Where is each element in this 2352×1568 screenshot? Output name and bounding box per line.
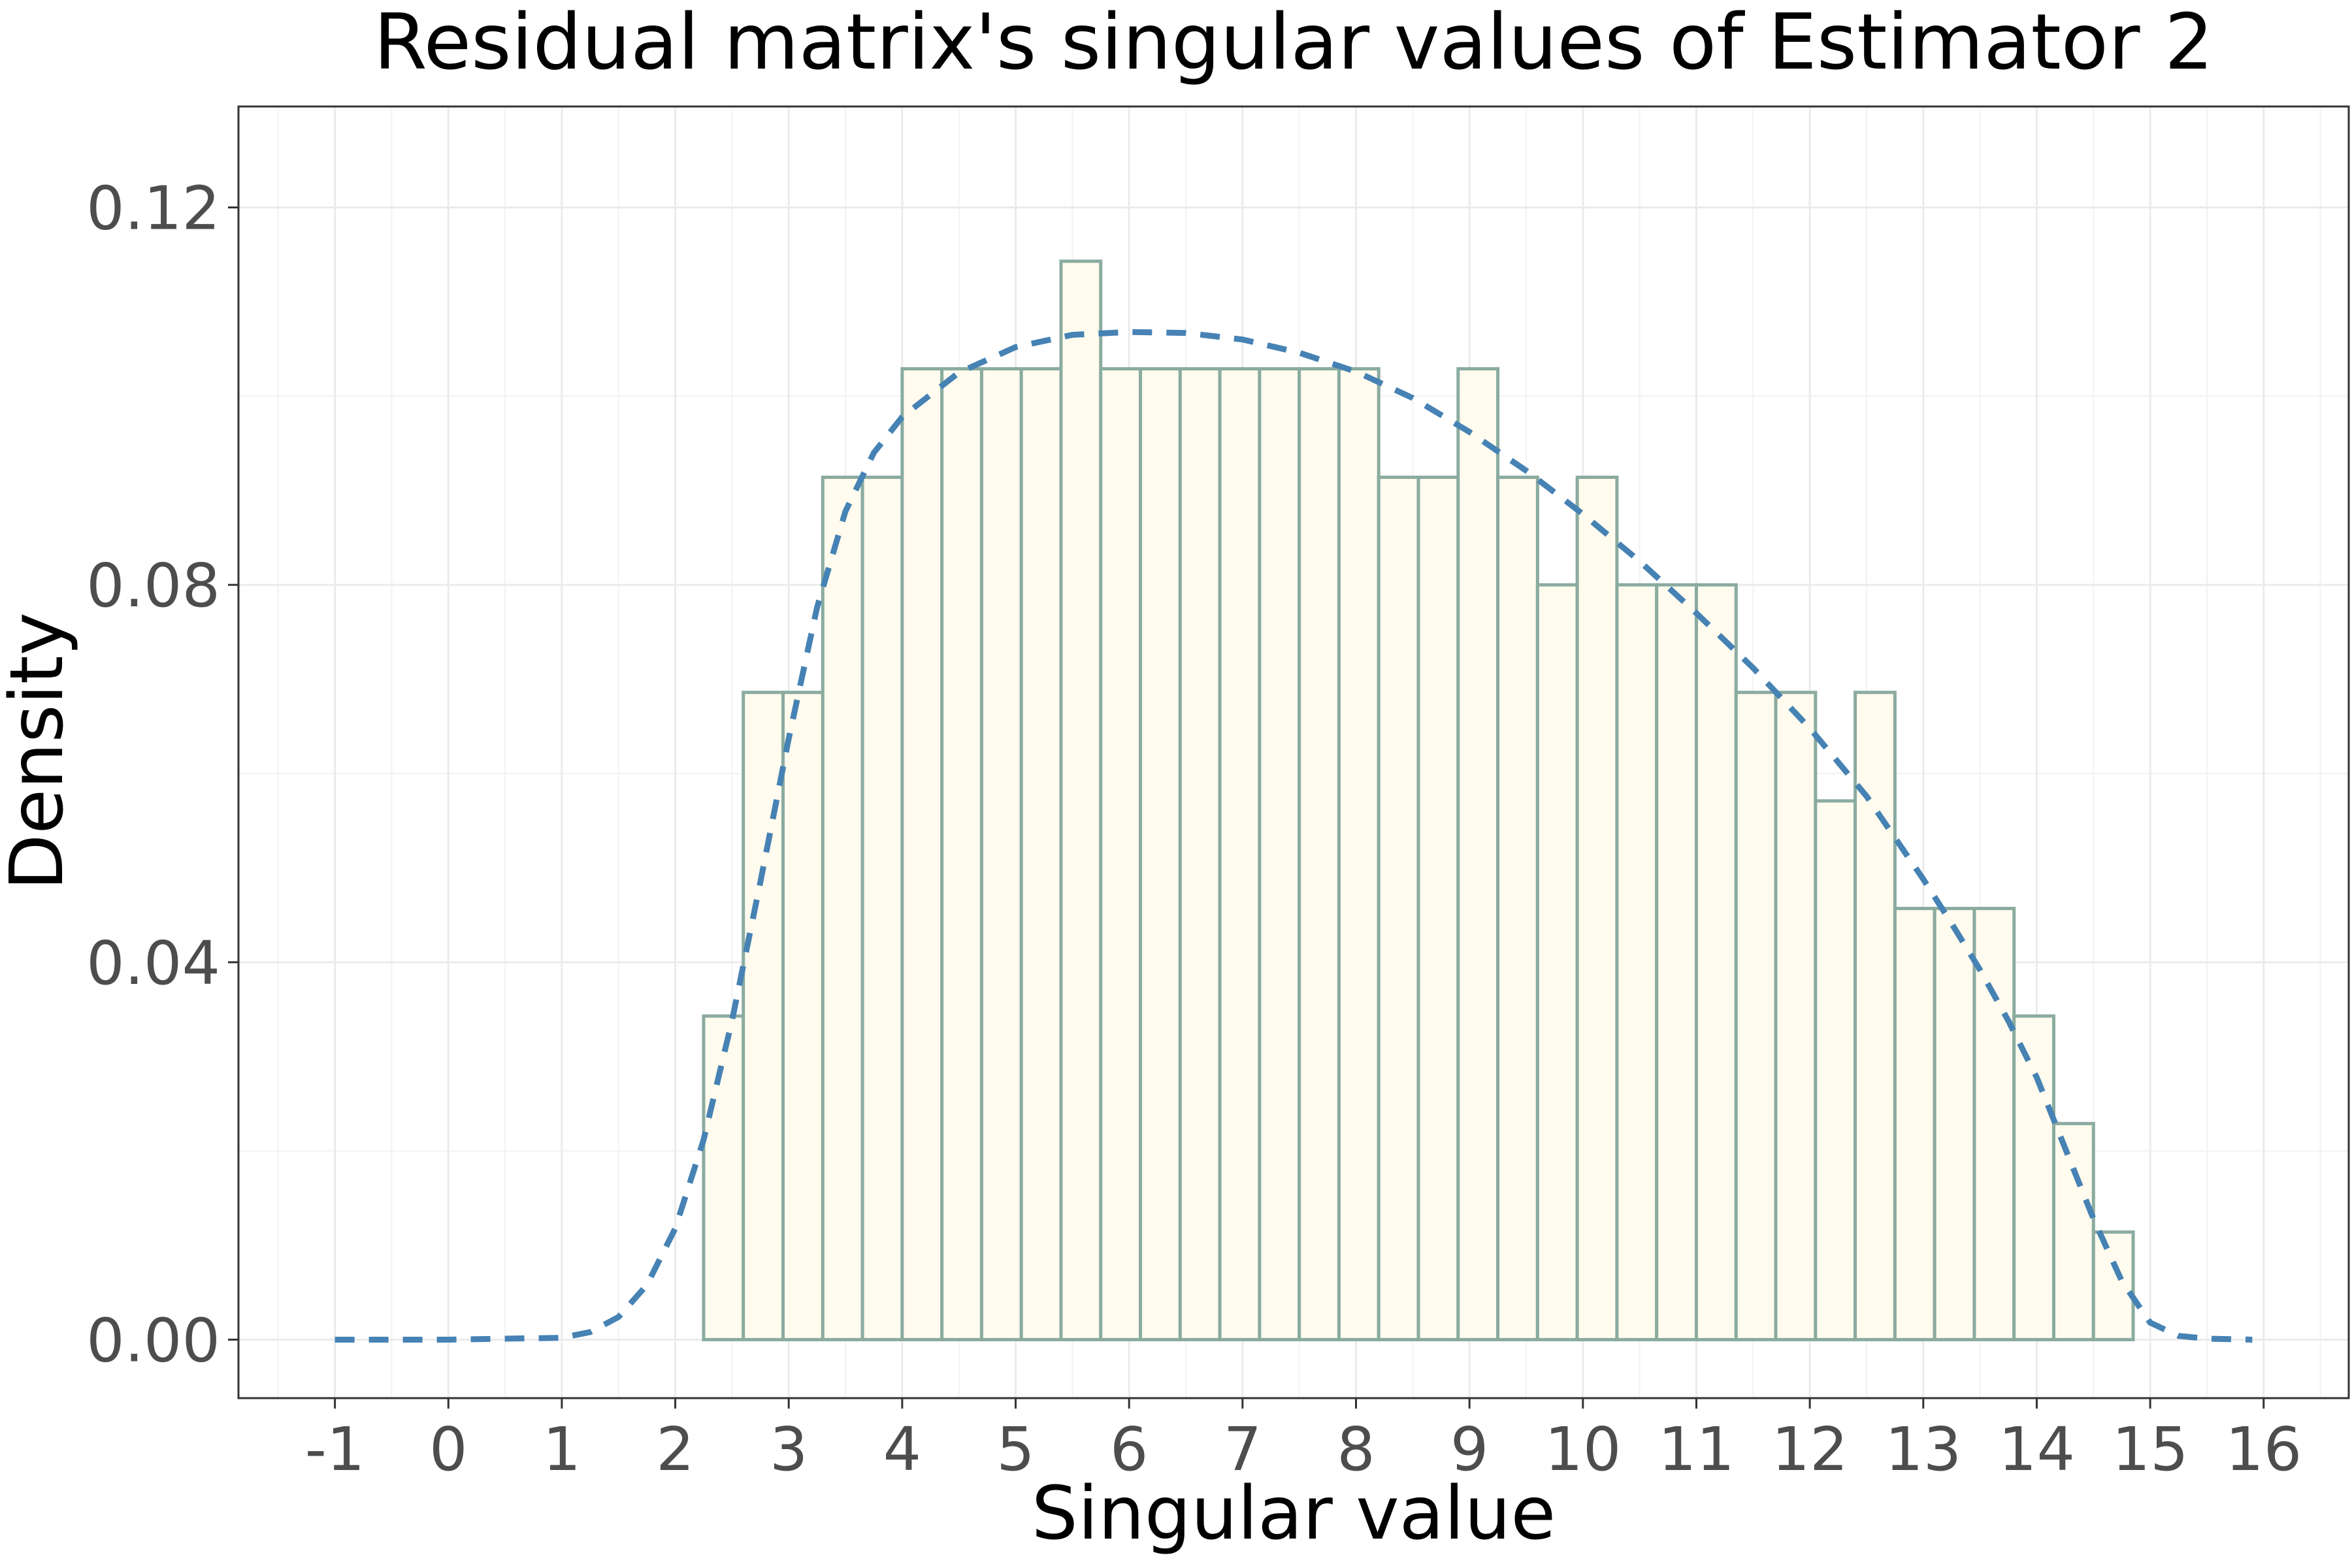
histogram-bar bbox=[1694, 583, 1738, 1341]
histogram-bar bbox=[821, 476, 864, 1341]
histogram-bar bbox=[1377, 476, 1420, 1341]
histogram-bar bbox=[1337, 367, 1380, 1341]
histogram-bar bbox=[702, 1014, 745, 1341]
y-tick-label: 0.12 bbox=[86, 174, 220, 244]
x-tick-label: 2 bbox=[656, 1414, 694, 1484]
histogram-bar bbox=[781, 691, 825, 1341]
histogram-bar bbox=[1814, 799, 1857, 1341]
histogram-bar bbox=[2051, 1122, 2095, 1341]
x-tick-label: -1 bbox=[305, 1414, 365, 1484]
histogram-bar bbox=[1178, 367, 1222, 1341]
histogram-bar bbox=[1099, 367, 1143, 1341]
histogram-bar bbox=[1218, 367, 1262, 1341]
chart-title: Residual matrix's singular values of Est… bbox=[374, 0, 2213, 87]
histogram-bar bbox=[1575, 476, 1619, 1341]
y-axis-label: Density bbox=[0, 612, 80, 890]
x-tick-label: 1 bbox=[543, 1414, 581, 1484]
histogram-bar bbox=[1496, 476, 1539, 1341]
x-tick-label: 14 bbox=[1999, 1414, 2075, 1484]
x-tick-label: 4 bbox=[883, 1414, 922, 1484]
histogram-bar bbox=[1139, 367, 1182, 1341]
histogram-bar bbox=[1535, 583, 1579, 1341]
x-tick-label: 7 bbox=[1224, 1414, 1262, 1484]
histogram-bar bbox=[1416, 476, 1460, 1341]
x-tick-label: 8 bbox=[1337, 1414, 1375, 1484]
y-tick-label: 0.00 bbox=[86, 1305, 220, 1375]
x-tick-label: 12 bbox=[1772, 1414, 1848, 1484]
histogram-bar bbox=[1019, 367, 1063, 1341]
x-tick-label: 13 bbox=[1885, 1414, 1961, 1484]
bars-layer bbox=[702, 259, 2135, 1341]
x-axis-label: Singular value bbox=[1032, 1471, 1556, 1556]
y-tick-label: 0.04 bbox=[86, 928, 220, 998]
histogram-bar bbox=[2012, 1014, 2055, 1341]
histogram-bar bbox=[1258, 367, 1301, 1341]
histogram-bar bbox=[742, 691, 785, 1341]
histogram-bar bbox=[860, 476, 904, 1341]
histogram-bar bbox=[1059, 259, 1103, 1341]
histogram-bar bbox=[900, 367, 944, 1341]
x-tick-label: 15 bbox=[2112, 1414, 2189, 1484]
x-tick-label: 5 bbox=[996, 1414, 1035, 1484]
histogram-bar bbox=[1972, 907, 2016, 1341]
histogram-bar bbox=[940, 367, 983, 1341]
histogram-bar bbox=[2091, 1230, 2135, 1341]
x-tick-label: 6 bbox=[1110, 1414, 1149, 1484]
y-axis: 0.00 0.04 0.08 0.12 bbox=[86, 174, 238, 1375]
histogram-bar bbox=[1893, 907, 1936, 1341]
histogram-bar bbox=[1774, 691, 1818, 1341]
histogram-bar bbox=[1933, 907, 1976, 1341]
x-tick-label: 11 bbox=[1658, 1414, 1735, 1484]
y-tick-label: 0.08 bbox=[86, 551, 220, 621]
histogram-bar bbox=[1456, 367, 1500, 1341]
histogram-bar bbox=[1615, 583, 1659, 1341]
x-axis: -1 0 1 2 3 4 5 6 7 8 9 10 11 12 13 14 15 16 bbox=[305, 1398, 2302, 1484]
histogram-bar bbox=[1734, 691, 1778, 1341]
histogram-bar bbox=[1655, 583, 1698, 1341]
panel-border bbox=[237, 105, 2350, 1399]
x-tick-label: 9 bbox=[1450, 1414, 1489, 1484]
x-tick-label: 3 bbox=[770, 1414, 808, 1484]
x-tick-label: 16 bbox=[2225, 1414, 2302, 1484]
histogram-bar bbox=[1298, 367, 1341, 1341]
x-tick-label: 10 bbox=[1544, 1414, 1621, 1484]
histogram-bar bbox=[979, 367, 1023, 1341]
x-tick-label: 0 bbox=[429, 1414, 468, 1484]
